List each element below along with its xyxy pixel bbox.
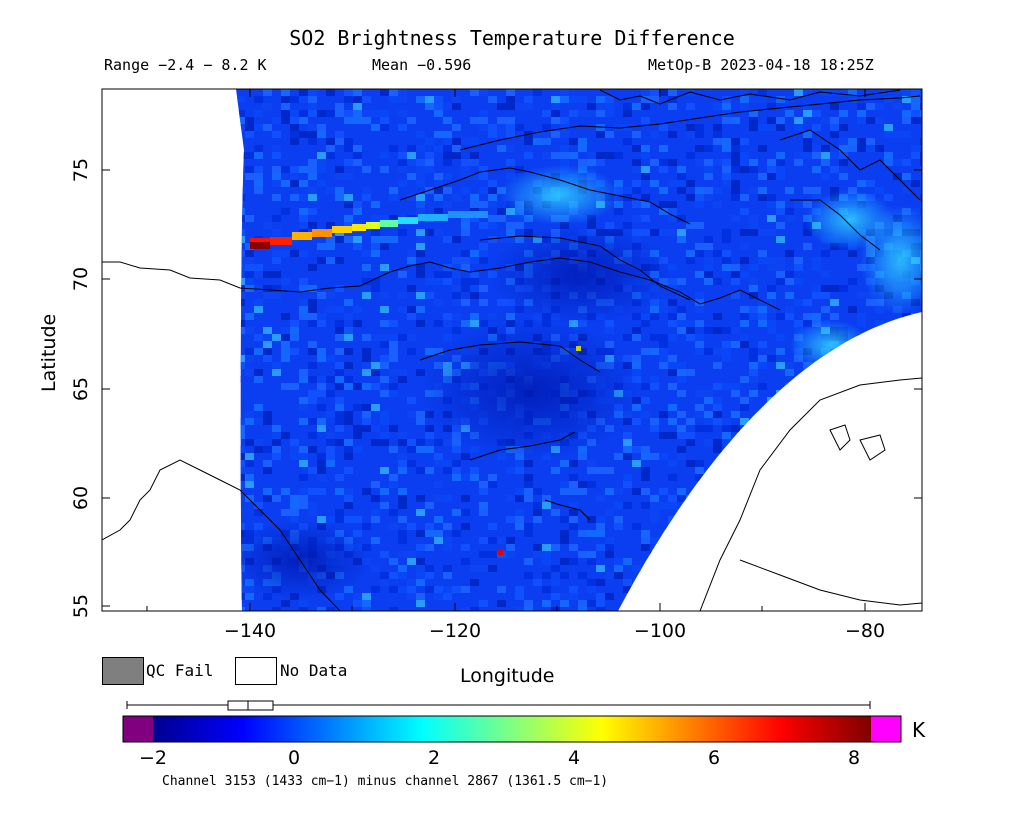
colorbar-tick-label: 2	[427, 747, 441, 769]
qc-fail-label: QC Fail	[146, 661, 214, 680]
map-frame	[101, 88, 923, 612]
y-tick-label: 75	[70, 157, 92, 183]
y-tick-label: 55	[70, 593, 92, 619]
x-tick-label: −140	[223, 620, 277, 642]
satellite-time-text: MetOp-B 2023-04-18 18:25Z	[648, 56, 874, 74]
axis-ticks	[102, 89, 922, 611]
colorbar-unit: K	[912, 718, 926, 742]
colorbar	[122, 715, 902, 743]
mean-text: Mean −0.596	[372, 56, 472, 74]
colorbar-tick-label: 8	[847, 747, 861, 769]
coastlines	[102, 89, 922, 611]
y-tick-label: 65	[70, 376, 92, 402]
y-tick-label: 60	[70, 485, 92, 511]
distribution-boxplot	[126, 700, 871, 711]
x-axis-label: Longitude	[460, 665, 555, 687]
no-data-swatch	[235, 657, 277, 685]
y-axis-label: Latitude	[38, 313, 60, 392]
x-tick-label: −80	[844, 620, 886, 642]
qc-fail-swatch	[102, 657, 144, 685]
plot-title: SO2 Brightness Temperature Difference	[289, 26, 735, 50]
colorbar-tick-label: 0	[287, 747, 301, 769]
range-text: Range −2.4 − 8.2 K	[104, 56, 267, 74]
no-data-label: No Data	[280, 661, 348, 680]
colorbar-tick-label: 6	[707, 747, 721, 769]
y-tick-label: 70	[70, 266, 92, 292]
so2-plume	[250, 211, 488, 249]
x-tick-label: −100	[633, 620, 687, 642]
colorbar-tick-label: 4	[567, 747, 581, 769]
x-tick-label: −120	[428, 620, 482, 642]
data-swath	[236, 89, 922, 611]
channel-footnote: Channel 3153 (1433 cm−1) minus channel 2…	[162, 774, 609, 789]
colorbar-tick-label: −2	[138, 747, 168, 769]
